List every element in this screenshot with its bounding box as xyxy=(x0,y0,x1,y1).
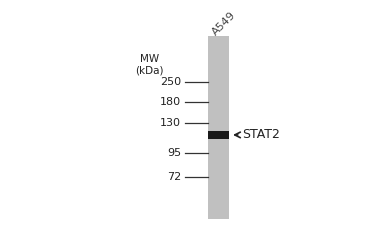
Text: MW
(kDa): MW (kDa) xyxy=(135,54,164,76)
Text: 72: 72 xyxy=(167,172,181,182)
Text: 180: 180 xyxy=(160,97,181,107)
Text: 250: 250 xyxy=(160,77,181,87)
Text: STAT2: STAT2 xyxy=(242,128,280,141)
Text: A549: A549 xyxy=(211,10,238,38)
Bar xyxy=(208,36,229,219)
Text: 95: 95 xyxy=(167,148,181,158)
Text: 130: 130 xyxy=(160,118,181,128)
Bar xyxy=(208,131,229,138)
